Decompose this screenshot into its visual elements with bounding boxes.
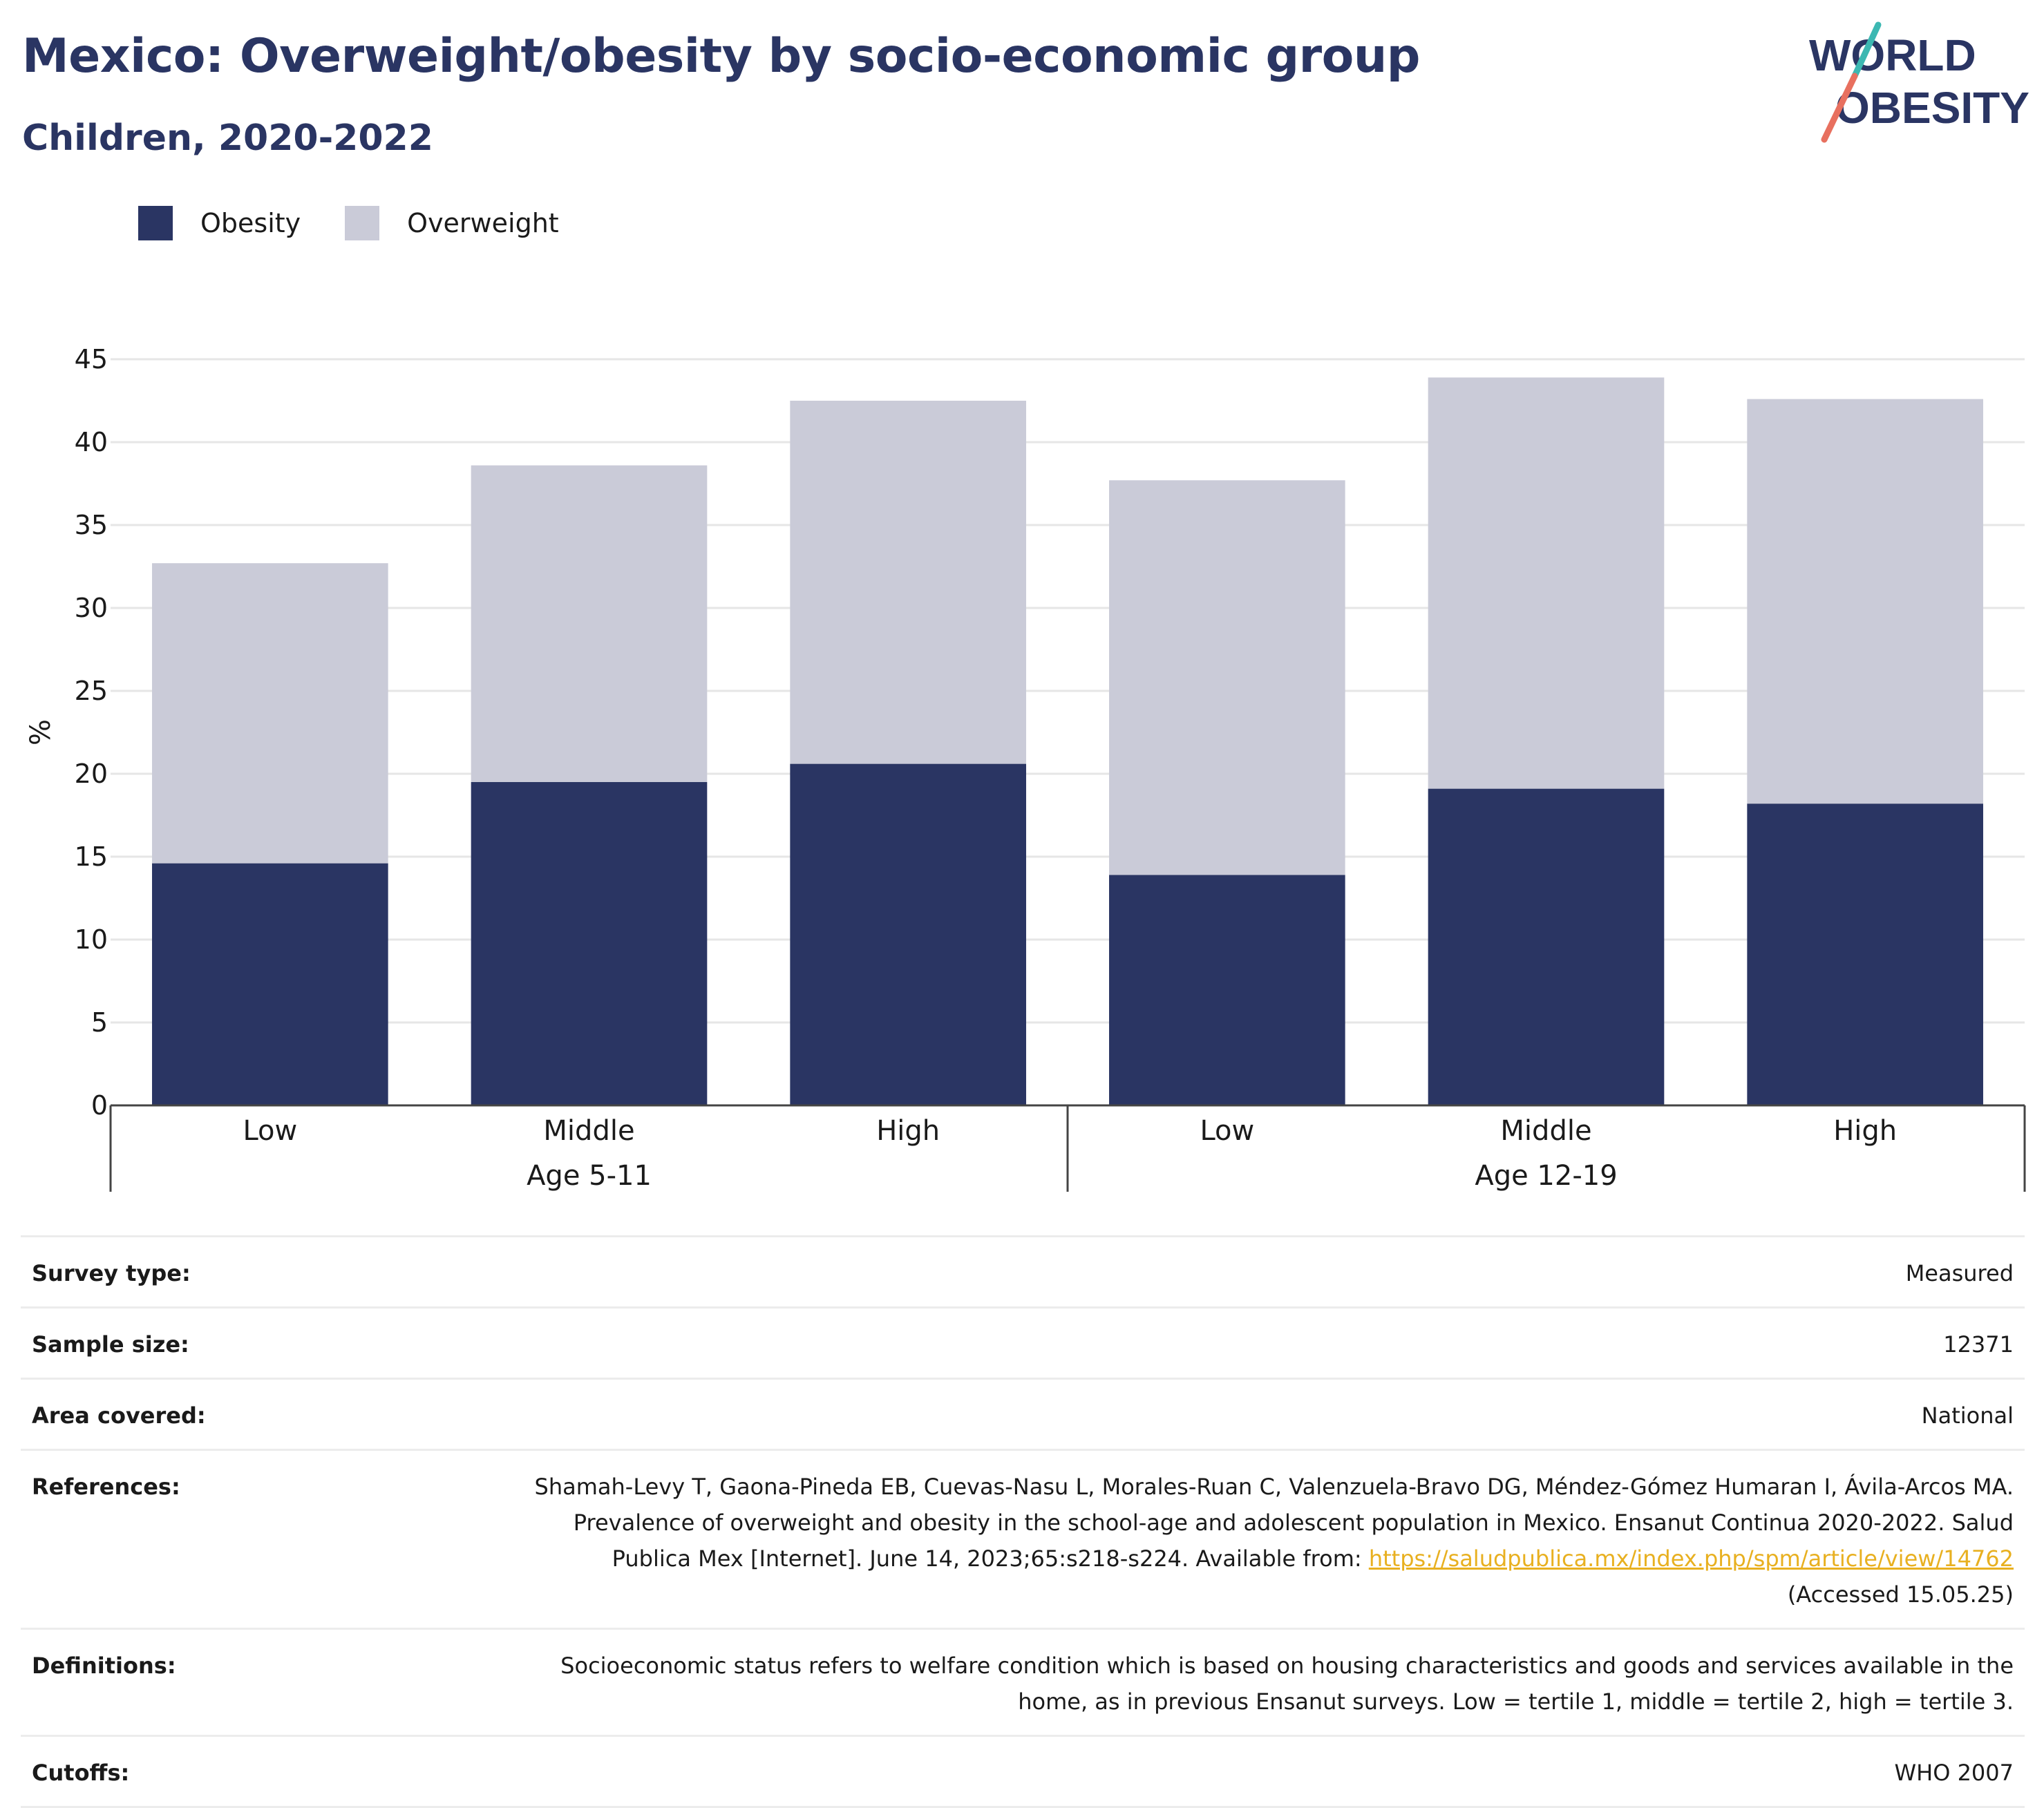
- logo-slash-top: [1851, 21, 1882, 79]
- meta-value: Measured: [1905, 1260, 2014, 1286]
- meta-label: Cutoffs:: [32, 1760, 130, 1786]
- chart-title: Mexico: Overweight/obesity by socio-econ…: [22, 29, 1420, 84]
- bar-overweight-2: [471, 465, 708, 782]
- bar-overweight-5: [1428, 377, 1665, 789]
- meta-value: WHO 2007: [1894, 1760, 2014, 1786]
- meta-row-sample-size: Sample size: 12371: [21, 1306, 2025, 1378]
- logo-slash-bottom: [1821, 73, 1858, 143]
- bar-obesity-5: [1428, 788, 1665, 1105]
- meta-row-references: References: Shamah-Levy T, Gaona-Pineda …: [21, 1449, 2025, 1628]
- x-category-label: High: [876, 1115, 940, 1147]
- y-tick-label: 35: [75, 510, 108, 540]
- legend-label-overweight: Overweight: [407, 208, 559, 238]
- bar-obesity-2: [471, 782, 708, 1105]
- y-axis-label: %: [25, 719, 57, 745]
- legend-label-obesity: Obesity: [200, 208, 301, 238]
- bar-overweight-6: [1747, 399, 1983, 804]
- meta-label: Sample size:: [32, 1331, 189, 1358]
- logo-line1: WORLD: [1809, 30, 1976, 80]
- y-tick-label: 10: [75, 924, 108, 955]
- y-tick-label: 45: [75, 344, 108, 374]
- meta-label: Survey type:: [32, 1260, 191, 1286]
- references-text: Shamah-Levy T, Gaona-Pineda EB, Cuevas-N…: [534, 1474, 2014, 1572]
- meta-row-cutoffs: Cutoffs: WHO 2007: [21, 1735, 2025, 1808]
- x-category-label: Low: [243, 1115, 297, 1147]
- bar-overweight-4: [1109, 480, 1345, 875]
- meta-row-survey-type: Survey type: Measured: [21, 1235, 2025, 1306]
- meta-value: Socioeconomic status refers to welfare c…: [560, 1653, 2014, 1715]
- x-group-label: Age 12-19: [1475, 1160, 1617, 1192]
- y-tick-label: 40: [75, 427, 108, 457]
- references-value: Shamah-Levy T, Gaona-Pineda EB, Cuevas-N…: [507, 1469, 2014, 1612]
- bar-obesity-1: [152, 863, 388, 1105]
- meta-label: Area covered:: [32, 1402, 206, 1429]
- legend-swatch-overweight: [345, 206, 380, 240]
- legend-swatch-obesity: [138, 206, 173, 240]
- bar-obesity-4: [1109, 875, 1345, 1105]
- logo-line2: OBESITY: [1835, 83, 2029, 133]
- x-group-label: Age 5-11: [527, 1160, 652, 1192]
- x-category-label: High: [1833, 1115, 1897, 1147]
- x-category-label: Low: [1200, 1115, 1254, 1147]
- metadata-table: Survey type: Measured Sample size: 12371…: [21, 1235, 2025, 1808]
- x-category-label: Middle: [543, 1115, 634, 1147]
- references-link[interactable]: https://saludpublica.mx/index.php/spm/ar…: [1368, 1545, 2014, 1572]
- chart-subtitle: Children, 2020-2022: [22, 117, 433, 159]
- y-tick-label: 25: [75, 676, 108, 706]
- y-tick-label: 30: [75, 593, 108, 623]
- references-accessed: (Accessed 15.05.25): [1787, 1581, 2014, 1608]
- y-tick-label: 5: [91, 1007, 108, 1038]
- bar-chart: 0 5 10 15 20 25 30 35 40 45% Low Middle High Low Middl…: [25, 344, 2026, 1192]
- meta-row-definitions: Definitions: Socioeconomic status refers…: [21, 1628, 2025, 1735]
- x-category-label: Middle: [1500, 1115, 1591, 1147]
- y-tick-label: 20: [75, 759, 108, 789]
- meta-label: Definitions:: [32, 1653, 176, 1679]
- meta-row-area-covered: Area covered: National: [21, 1378, 2025, 1449]
- meta-label: References:: [32, 1474, 180, 1500]
- meta-value: National: [1921, 1402, 2014, 1429]
- bar-obesity-6: [1747, 803, 1983, 1105]
- y-tick-label: 15: [75, 841, 108, 872]
- legend: Obesity Overweight: [138, 206, 603, 240]
- bar-overweight-1: [152, 563, 388, 864]
- bar-overweight-3: [790, 401, 1026, 764]
- y-tick-label: 0: [91, 1090, 108, 1121]
- bar-obesity-3: [790, 763, 1026, 1105]
- meta-value: 12371: [1943, 1331, 2014, 1358]
- world-obesity-logo: WORLD OBESITY: [1809, 21, 2029, 143]
